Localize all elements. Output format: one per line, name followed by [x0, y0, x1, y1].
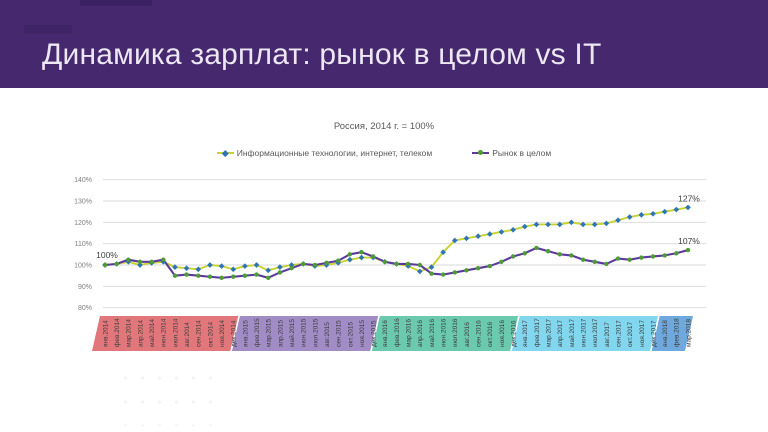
market-circle-marker-icon	[478, 150, 484, 156]
svg-text:май.2016: май.2016	[428, 319, 436, 347]
svg-text:июл.2015: июл.2015	[312, 318, 319, 347]
svg-text:дек.2017: дек.2017	[650, 320, 657, 347]
svg-text:авг.2017: авг.2017	[604, 322, 611, 347]
svg-text:80%: 80%	[78, 305, 92, 312]
svg-text:апр.2017: апр.2017	[557, 320, 564, 347]
svg-text:май.2015: май.2015	[288, 319, 296, 347]
svg-text:янв.2018: янв.2018	[662, 320, 669, 347]
svg-text:апр.2016: апр.2016	[417, 320, 424, 347]
legend-item-it: Информационные технологии, интернет, тел…	[216, 148, 433, 158]
svg-text:янв.2017: янв.2017	[522, 320, 529, 347]
logo-placeholder-left	[24, 25, 72, 34]
svg-text:сен.2017: сен.2017	[615, 320, 622, 347]
svg-text:янв.2016: янв.2016	[382, 320, 389, 347]
svg-text:апр.2015: апр.2015	[277, 320, 284, 347]
svg-text:дек.2015: дек.2015	[371, 320, 378, 347]
svg-text:сен.2015: сен.2015	[336, 320, 343, 347]
market-series-swatch-icon	[472, 149, 490, 157]
legend-item-market: Рынок в целом	[472, 148, 551, 158]
svg-text:окт.2014: окт.2014	[207, 322, 214, 347]
svg-text:июл.2014: июл.2014	[172, 318, 179, 347]
svg-text:мар.2016: мар.2016	[406, 319, 413, 347]
legend-label-market: Рынок в целом	[492, 148, 552, 158]
svg-text:140%: 140%	[74, 177, 92, 184]
svg-text:янв.2014: янв.2014	[102, 320, 109, 347]
svg-text:сен.2016: сен.2016	[476, 320, 483, 347]
svg-text:дек.2014: дек.2014	[231, 320, 238, 347]
svg-text:мар.2017: мар.2017	[545, 319, 552, 347]
svg-text:май.2014: май.2014	[148, 319, 156, 347]
slide-title: Динамика зарплат: рынок в целом vs IT	[42, 38, 602, 71]
svg-text:ноя.2016: ноя.2016	[499, 320, 506, 347]
svg-text:ноя.2014: ноя.2014	[219, 320, 226, 347]
svg-text:авг.2014: авг.2014	[184, 322, 191, 347]
svg-text:июн.2017: июн.2017	[580, 318, 587, 347]
svg-text:мар.2015: мар.2015	[266, 319, 273, 347]
svg-text:июл.2017: июл.2017	[592, 318, 599, 347]
svg-text:120%: 120%	[74, 220, 92, 227]
svg-text:110%: 110%	[75, 241, 92, 248]
svg-text:окт.2017: окт.2017	[627, 322, 634, 347]
svg-text:июл.2016: июл.2016	[452, 318, 459, 347]
svg-text:мар.2014: мар.2014	[126, 319, 133, 347]
svg-text:май.2017: май.2017	[568, 319, 576, 347]
svg-text:июн.2015: июн.2015	[301, 318, 308, 347]
svg-text:авг.2015: авг.2015	[324, 322, 331, 347]
svg-text:дек.2016: дек.2016	[511, 320, 518, 347]
svg-text:100%: 100%	[74, 263, 92, 270]
svg-text:фев.2018: фев.2018	[674, 318, 681, 347]
svg-text:авг.2016: авг.2016	[464, 322, 471, 347]
svg-text:янв.2015: янв.2015	[242, 320, 249, 347]
legend-label-it: Информационные технологии, интернет, тел…	[236, 148, 433, 158]
it-series-swatch-icon	[216, 149, 234, 157]
svg-text:фев.2015: фев.2015	[254, 318, 261, 347]
svg-text:107%: 107%	[678, 236, 700, 246]
dot-grid-watermark	[117, 366, 217, 426]
svg-text:июн.2016: июн.2016	[441, 318, 448, 347]
salary-dynamics-line-chart: 140% 130% 120% 110% 100% 90% 80% янв.2014 фев.20…	[74, 177, 706, 351]
svg-text:июн.2014: июн.2014	[161, 318, 168, 347]
svg-text:100%: 100%	[96, 250, 118, 260]
chart-title: Россия, 2014 г. = 100%	[333, 121, 435, 132]
svg-text:апр.2014: апр.2014	[137, 320, 144, 347]
svg-text:ноя.2015: ноя.2015	[359, 320, 366, 347]
svg-text:окт.2016: окт.2016	[487, 322, 494, 347]
chart-legend: Информационные технологии, интернет, тел…	[0, 148, 768, 158]
svg-text:130%: 130%	[74, 199, 92, 206]
svg-text:окт.2015: окт.2015	[347, 322, 354, 347]
svg-text:127%: 127%	[678, 193, 700, 203]
svg-text:фев.2014: фев.2014	[114, 318, 121, 347]
it-diamond-marker-icon	[221, 149, 229, 157]
slide-header: Динамика зарплат: рынок в целом vs IT	[0, 0, 768, 88]
svg-text:мар.2018: мар.2018	[685, 319, 692, 347]
svg-text:ноя.2017: ноя.2017	[639, 320, 646, 347]
svg-text:фев.2017: фев.2017	[534, 318, 541, 347]
svg-text:90%: 90%	[78, 284, 92, 291]
logo-placeholder-top	[80, 0, 152, 6]
svg-text:сен.2014: сен.2014	[196, 320, 203, 347]
svg-text:фев.2016: фев.2016	[394, 318, 401, 347]
